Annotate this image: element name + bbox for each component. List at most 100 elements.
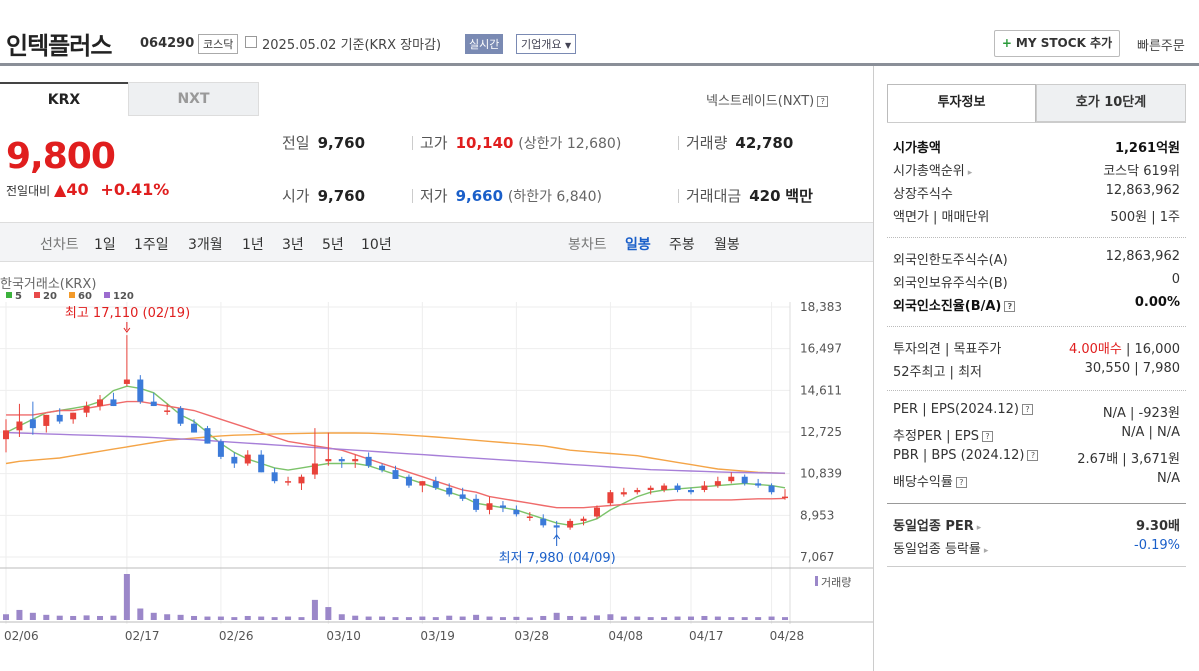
chevron-right-icon[interactable]: ▸	[976, 523, 982, 533]
add-mystock-button[interactable]: + MY STOCK 추가	[994, 30, 1120, 57]
help-icon[interactable]: ?	[817, 96, 829, 107]
tab-invest-info[interactable]: 투자정보	[887, 84, 1036, 122]
candle-weekly[interactable]: 주봉	[669, 237, 695, 253]
company-info-dropdown[interactable]: 기업개요 ▼	[516, 34, 577, 54]
lower-limit: (하한가 6,840)	[507, 189, 602, 205]
volume-bar	[352, 615, 359, 620]
period-3y[interactable]: 3년	[282, 237, 304, 253]
candle-body	[379, 465, 386, 471]
quick-order-link[interactable]: 빠른주문	[1137, 39, 1185, 54]
candle-body	[741, 476, 748, 484]
open-label: 시가	[282, 187, 310, 205]
info-row-label: 동일업종 등락률 ▸	[893, 542, 989, 557]
candle-body	[567, 520, 574, 528]
change-label: 전일대비	[6, 184, 51, 198]
quote-date: 2025.05.02 기준(KRX 장마감)	[262, 38, 442, 53]
y-tick-label: 10,839	[800, 467, 842, 481]
prev-close: 전일 9,760	[282, 132, 365, 153]
upper-limit: (상한가 12,680)	[518, 136, 622, 152]
price-chart[interactable]: 18,383 16,497 14,611 12,725 10,839 8,953 7,067…	[0, 262, 873, 671]
info-row: 시가총액순위 ▸ 코스닥 619위	[893, 160, 1180, 180]
x-tick-label: 03/19	[420, 629, 455, 643]
volume-bar	[56, 615, 63, 620]
period-1y[interactable]: 1년	[242, 237, 264, 253]
up-arrow-icon: ▲	[54, 180, 67, 199]
candle-body	[244, 454, 251, 464]
info-row-value: N/A | -923원	[1102, 406, 1180, 421]
candle-body	[486, 503, 493, 510]
candle-body	[701, 485, 708, 490]
volume-label: 거래량	[686, 134, 728, 152]
help-icon[interactable]: ?	[1021, 404, 1033, 415]
ma-line-5	[5, 385, 786, 527]
divider	[412, 189, 413, 203]
volume-bar	[607, 614, 614, 620]
divider	[887, 237, 1186, 238]
ma-line-60	[5, 432, 786, 475]
candle-body	[204, 428, 211, 444]
period-1w[interactable]: 1주일	[134, 237, 169, 253]
divider	[678, 189, 679, 203]
candle-body	[526, 516, 533, 519]
volume-value: 42,780	[735, 134, 794, 152]
volume-bar	[244, 615, 251, 620]
info-row: 동일업종 PER ▸ 9.30배	[893, 515, 1180, 535]
volume-legend-swatch	[815, 576, 818, 586]
help-icon[interactable]: ?	[981, 431, 993, 442]
stock-code: 064290	[140, 36, 195, 51]
low-annotation: 최저 7,980 (04/09)	[499, 551, 616, 566]
period-1d[interactable]: 1일	[94, 237, 116, 253]
volume-bar	[137, 608, 144, 620]
volume-bar	[231, 617, 238, 620]
volume-legend: 거래량	[821, 576, 851, 589]
volume-bar	[526, 617, 533, 620]
candle-body	[311, 463, 318, 475]
help-icon[interactable]: ?	[1004, 301, 1016, 312]
volume-bar	[164, 614, 171, 620]
period-selector: 선차트 1일 1주일 3개월 1년 3년 5년 10년 봉차트 일봉 주봉 월봉	[0, 222, 873, 262]
period-10y[interactable]: 10년	[361, 237, 392, 253]
info-row-value: 500원 | 1주	[1110, 210, 1180, 225]
plus-icon: +	[1001, 36, 1012, 50]
company-name: 인텍플러스	[6, 32, 112, 60]
help-icon[interactable]: ?	[1027, 450, 1039, 461]
volume-bar	[285, 616, 292, 620]
chevron-right-icon[interactable]: ▸	[983, 546, 989, 556]
tab-krx[interactable]: KRX	[0, 82, 128, 116]
tab-nxt[interactable]: NXT	[128, 82, 259, 116]
candle-body	[16, 421, 23, 431]
help-icon[interactable]: ?	[955, 477, 967, 488]
candle-daily[interactable]: 일봉	[625, 237, 651, 253]
volume-bar	[392, 617, 399, 620]
tab-hoga[interactable]: 호가 10단계	[1036, 84, 1186, 122]
high-label: 고가	[420, 134, 448, 152]
info-row-value: 1,261억원	[1114, 141, 1180, 156]
legend-swatch	[69, 292, 75, 298]
open-value: 9,760	[317, 187, 366, 205]
info-row-value: N/A	[1157, 471, 1180, 486]
calendar-icon	[245, 36, 257, 48]
info-row-value: 4.00매수 | 16,000	[1068, 342, 1180, 357]
quote-panel: KRX NXT 넥스트레이드(NXT)? 9,800 전일대비 ▲40 +0.4…	[0, 66, 873, 671]
candle-body	[271, 472, 278, 482]
open-price: 시가 9,760	[282, 185, 365, 206]
period-5y[interactable]: 5년	[322, 237, 344, 253]
volume-bar	[217, 616, 224, 620]
low-value: 9,660	[455, 187, 504, 205]
info-row-label: 배당수익률?	[893, 471, 967, 490]
nxt-link[interactable]: 넥스트레이드(NXT)?	[706, 90, 829, 109]
candle-monthly[interactable]: 월봉	[714, 237, 740, 253]
volume-bar	[204, 616, 211, 620]
divider	[887, 390, 1186, 391]
info-row: 동일업종 등락률 ▸ -0.19%	[893, 538, 1180, 558]
volume-bar	[782, 617, 788, 620]
candle-body	[419, 481, 426, 486]
period-3m[interactable]: 3개월	[188, 237, 223, 253]
realtime-button[interactable]: 실시간	[465, 34, 504, 54]
info-row: 액면가 | 매매단위 500원 | 1주	[893, 206, 1180, 226]
candle-body	[755, 483, 762, 486]
candle-body	[405, 476, 412, 486]
candle-body	[70, 412, 77, 420]
chevron-right-icon[interactable]: ▸	[967, 168, 973, 178]
info-row-value: N/A | N/A	[1121, 425, 1180, 440]
